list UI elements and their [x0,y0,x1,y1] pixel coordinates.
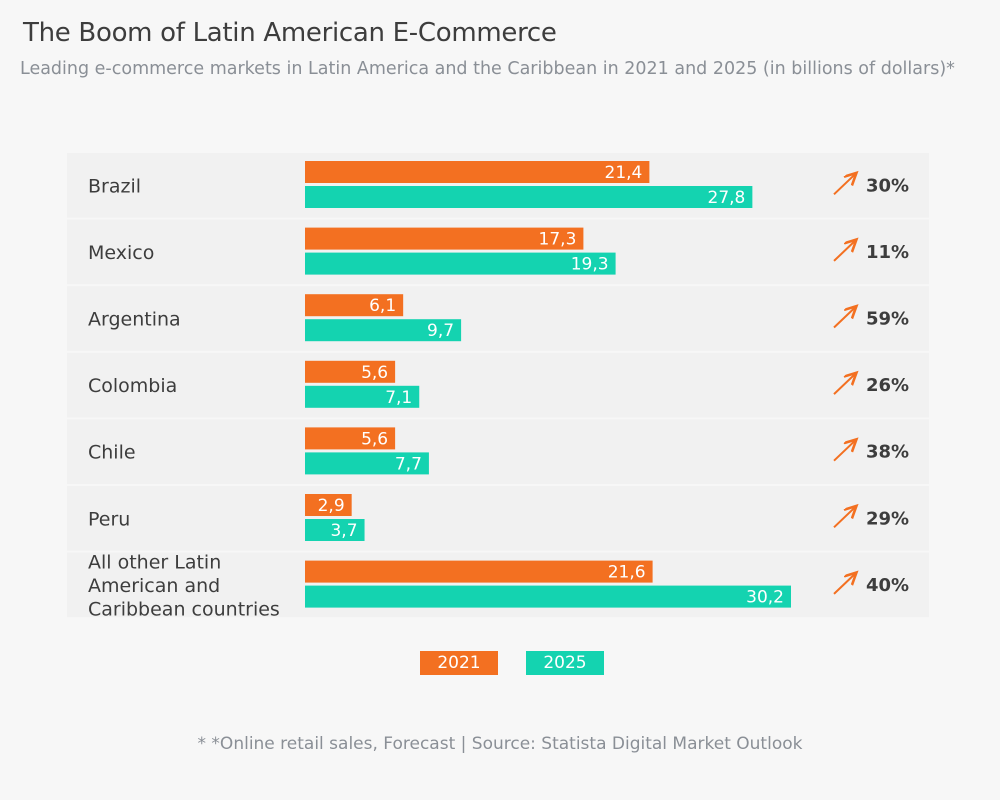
value-label-2025: 7,7 [395,454,422,474]
value-label-2021: 21,4 [605,163,643,183]
value-label-2021: 5,6 [361,363,388,383]
value-label-2025: 27,8 [708,188,746,208]
value-label-2021: 2,9 [318,496,345,516]
bar-2021 [305,427,396,450]
trend-arrow-icon [833,174,855,196]
trend-arrow-icon [833,574,855,595]
bar-2025 [305,252,616,275]
category-label: All other Latin American and Caribbean cou… [88,551,280,620]
legend: 2021 2025 [0,651,1000,675]
growth-label: 30% [866,175,909,196]
chart-row: All other Latin American and Caribbean cou… [67,551,929,620]
growth-label: 38% [866,442,909,463]
category-label: Peru [88,508,130,530]
row-background [67,486,929,551]
growth-label: 59% [866,309,909,330]
chart-title: The Boom of Latin American E-Commerce [23,18,557,48]
bar-chart: Brazil 21,4 27,8 30% Mexico 17,3 19,3 11% Argent… [67,153,929,621]
value-label-2021: 6,1 [369,296,396,316]
chart-row: Brazil 21,4 27,8 30% [67,153,929,218]
value-label-2025: 30,2 [746,588,784,608]
value-label-2021: 17,3 [539,230,577,250]
chart-subtitle: Leading e-commerce markets in Latin Amer… [20,59,955,79]
bar-2025 [305,519,365,541]
category-label: Mexico [88,242,154,264]
bar-2025 [305,319,462,342]
bar-2021 [305,227,584,250]
legend-item-2021: 2021 [420,651,498,675]
value-label-2025: 9,7 [427,321,454,341]
growth-label: 11% [866,242,909,263]
growth-label: 26% [866,375,909,396]
trend-arrow-icon [833,241,855,262]
bar-2025 [305,452,429,475]
chart-row: Colombia 5,6 7,1 26% [67,352,929,418]
trend-arrow-icon [833,374,855,395]
growth-label: 29% [866,508,909,529]
bar-2021 [305,294,404,317]
trend-arrow-icon [833,308,855,329]
bar-2021 [305,161,650,183]
bar-2021 [305,360,396,383]
category-label: Brazil [88,175,141,197]
growth-label: 40% [866,575,909,596]
category-label: Colombia [88,375,177,397]
value-label-2021: 5,6 [361,429,388,449]
value-label-2025: 7,1 [385,388,412,408]
bar-2021 [305,560,653,583]
row-background [67,419,929,484]
row-background [67,352,929,418]
bar-2021 [305,494,352,516]
value-label-2021: 21,6 [608,563,646,583]
legend-item-2025: 2025 [526,651,604,675]
value-label-2025: 3,7 [330,521,357,541]
chart-row: Chile 5,6 7,7 38% [67,419,929,484]
chart-row: Argentina 6,1 9,7 59% [67,286,929,351]
footnote: * *Online retail sales, Forecast | Sourc… [197,734,803,754]
chart-row: Peru 2,9 3,7 29% [67,486,929,551]
chart-row: Mexico 17,3 19,3 11% [67,219,929,285]
trend-arrow-icon [833,507,855,529]
bar-2025 [305,186,753,208]
category-label: Chile [88,442,136,464]
bar-2025 [305,385,420,408]
bar-2025 [305,585,791,608]
row-background [67,286,929,351]
trend-arrow-icon [833,441,855,462]
category-label: Argentina [88,309,181,331]
value-label-2025: 19,3 [571,255,609,275]
